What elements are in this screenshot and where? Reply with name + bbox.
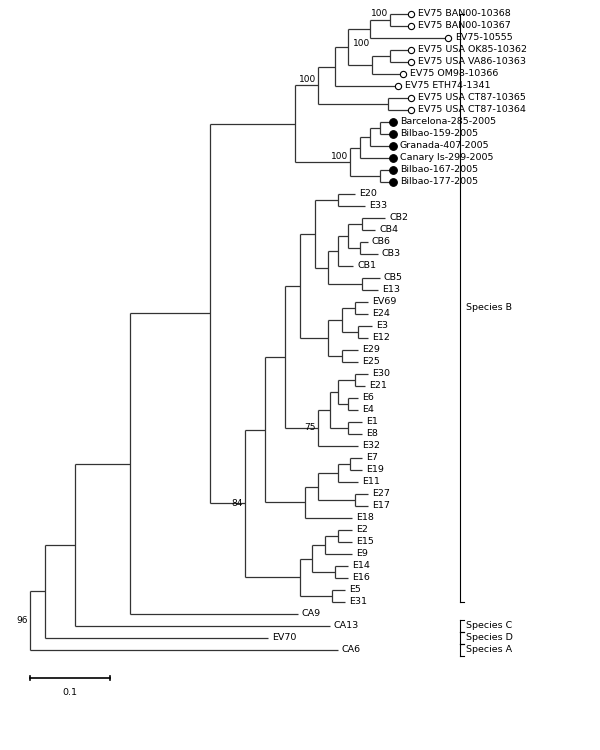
Text: EV75 USA CT87-10364: EV75 USA CT87-10364 bbox=[418, 106, 526, 115]
Text: Species D: Species D bbox=[466, 634, 513, 643]
Text: CB5: CB5 bbox=[384, 274, 403, 283]
Text: EV75 USA CT87-10365: EV75 USA CT87-10365 bbox=[418, 94, 526, 103]
Text: E2: E2 bbox=[356, 526, 368, 535]
Text: Species C: Species C bbox=[466, 622, 512, 631]
Text: Granada-407-2005: Granada-407-2005 bbox=[400, 142, 490, 151]
Text: E9: E9 bbox=[356, 550, 368, 559]
Text: E1: E1 bbox=[366, 418, 378, 427]
Text: E30: E30 bbox=[372, 370, 390, 379]
Text: 96: 96 bbox=[17, 616, 28, 626]
Text: E24: E24 bbox=[372, 310, 390, 319]
Text: E12: E12 bbox=[372, 334, 390, 343]
Text: E11: E11 bbox=[362, 478, 380, 487]
Text: EV75-10555: EV75-10555 bbox=[455, 34, 513, 43]
Text: 100: 100 bbox=[353, 39, 370, 48]
Text: 100: 100 bbox=[299, 75, 316, 84]
Text: E5: E5 bbox=[349, 586, 361, 595]
Text: E31: E31 bbox=[349, 598, 367, 607]
Text: Species A: Species A bbox=[466, 646, 512, 655]
Text: E8: E8 bbox=[366, 430, 378, 439]
Text: CA13: CA13 bbox=[334, 622, 359, 631]
Text: E27: E27 bbox=[372, 490, 390, 499]
Text: E33: E33 bbox=[369, 202, 387, 211]
Text: E6: E6 bbox=[362, 394, 374, 403]
Text: Barcelona-285-2005: Barcelona-285-2005 bbox=[400, 118, 496, 127]
Text: EV75 USA OK85-10362: EV75 USA OK85-10362 bbox=[418, 46, 527, 55]
Text: EV75 ETH74-1341: EV75 ETH74-1341 bbox=[405, 82, 491, 91]
Text: CB1: CB1 bbox=[357, 262, 376, 271]
Text: Species B: Species B bbox=[466, 304, 512, 313]
Text: EV75 USA VA86-10363: EV75 USA VA86-10363 bbox=[418, 58, 526, 67]
Text: EV70: EV70 bbox=[272, 634, 296, 643]
Text: E19: E19 bbox=[366, 466, 384, 475]
Text: E13: E13 bbox=[382, 286, 400, 295]
Text: E16: E16 bbox=[352, 574, 370, 583]
Text: CB4: CB4 bbox=[379, 226, 398, 235]
Text: Canary Is-299-2005: Canary Is-299-2005 bbox=[400, 154, 493, 163]
Text: 100: 100 bbox=[371, 9, 388, 18]
Text: EV69: EV69 bbox=[372, 298, 397, 307]
Text: E32: E32 bbox=[362, 442, 380, 451]
Text: CA9: CA9 bbox=[302, 610, 321, 619]
Text: 100: 100 bbox=[331, 152, 348, 160]
Text: Bilbao-167-2005: Bilbao-167-2005 bbox=[400, 166, 478, 175]
Text: CB6: CB6 bbox=[372, 238, 391, 247]
Text: E18: E18 bbox=[356, 514, 374, 523]
Text: CB2: CB2 bbox=[389, 214, 408, 223]
Text: Bilbao-159-2005: Bilbao-159-2005 bbox=[400, 130, 478, 139]
Text: E4: E4 bbox=[362, 406, 374, 415]
Text: 84: 84 bbox=[232, 499, 243, 508]
Text: CA6: CA6 bbox=[342, 646, 361, 655]
Text: 0.1: 0.1 bbox=[62, 688, 77, 697]
Text: E15: E15 bbox=[356, 538, 374, 547]
Text: E17: E17 bbox=[372, 502, 390, 511]
Text: E3: E3 bbox=[376, 322, 388, 331]
Text: 75: 75 bbox=[305, 424, 316, 433]
Text: E21: E21 bbox=[369, 382, 387, 391]
Text: E20: E20 bbox=[359, 190, 377, 199]
Text: CB3: CB3 bbox=[382, 250, 401, 259]
Text: Bilbao-177-2005: Bilbao-177-2005 bbox=[400, 178, 478, 187]
Text: EV75 BAN00-10368: EV75 BAN00-10368 bbox=[418, 10, 511, 19]
Text: E14: E14 bbox=[352, 562, 370, 571]
Text: EV75 OM98-10366: EV75 OM98-10366 bbox=[410, 70, 499, 79]
Text: E25: E25 bbox=[362, 358, 380, 367]
Text: E7: E7 bbox=[366, 454, 378, 463]
Text: EV75 BAN00-10367: EV75 BAN00-10367 bbox=[418, 22, 511, 31]
Text: E29: E29 bbox=[362, 346, 380, 355]
